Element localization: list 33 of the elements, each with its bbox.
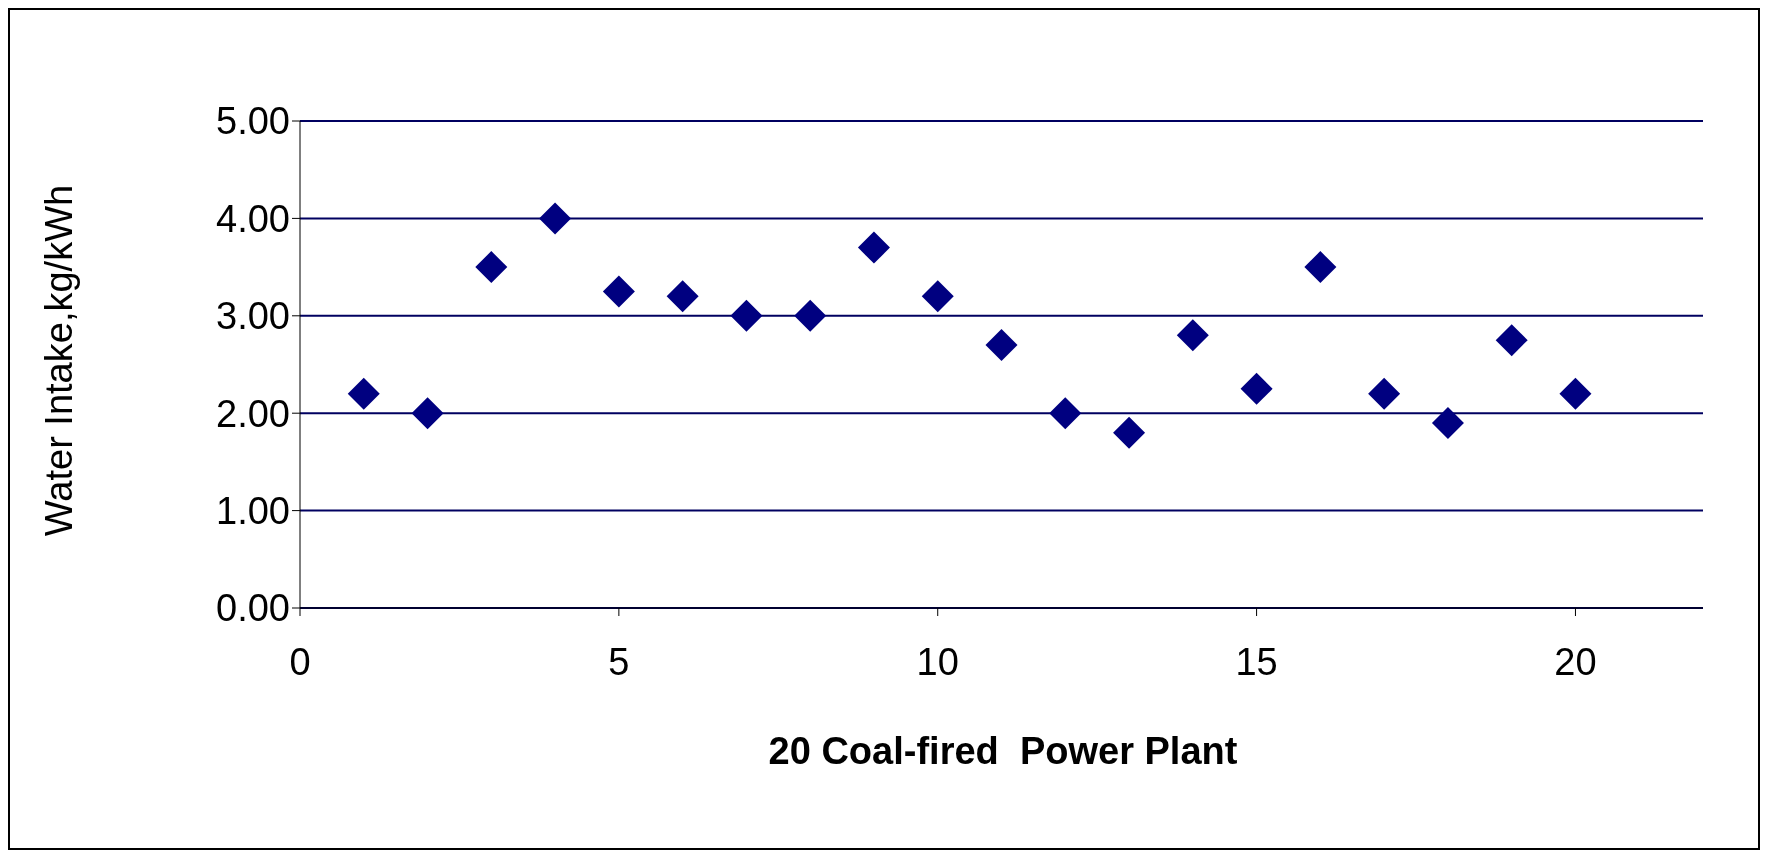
point xyxy=(985,329,1018,362)
point xyxy=(857,231,890,264)
x-tick-label: 10 xyxy=(916,640,959,683)
point xyxy=(1559,377,1592,410)
y-tick-label: 2.00 xyxy=(216,392,290,435)
point xyxy=(1049,397,1082,430)
x-tick-label: 20 xyxy=(1554,640,1597,683)
point xyxy=(539,202,572,235)
point xyxy=(1431,406,1464,439)
point xyxy=(347,377,380,410)
y-tick-label: 4.00 xyxy=(216,197,290,240)
point xyxy=(1495,324,1528,357)
x-tick-label: 0 xyxy=(289,640,311,683)
point xyxy=(666,280,699,313)
y-axis-title: Water Intake,kg/kWh xyxy=(38,184,82,536)
point xyxy=(794,299,827,332)
point xyxy=(1304,251,1337,284)
point xyxy=(475,251,508,284)
y-tick-label: 3.00 xyxy=(216,295,290,338)
point xyxy=(1113,416,1146,449)
point xyxy=(1240,372,1273,405)
point xyxy=(730,299,763,332)
y-tick-label: 1.00 xyxy=(216,490,290,533)
point xyxy=(1368,377,1401,410)
x-tick-label: 15 xyxy=(1235,640,1278,683)
x-tick-label: 5 xyxy=(608,640,630,683)
y-tick-label: 0.00 xyxy=(216,587,290,630)
point xyxy=(602,275,635,308)
point xyxy=(411,397,444,430)
x-axis-title: 20 Coal-fired Power Plant xyxy=(767,730,1239,773)
point xyxy=(1176,319,1209,352)
y-tick-label: 5.00 xyxy=(216,100,290,143)
point xyxy=(921,280,954,313)
